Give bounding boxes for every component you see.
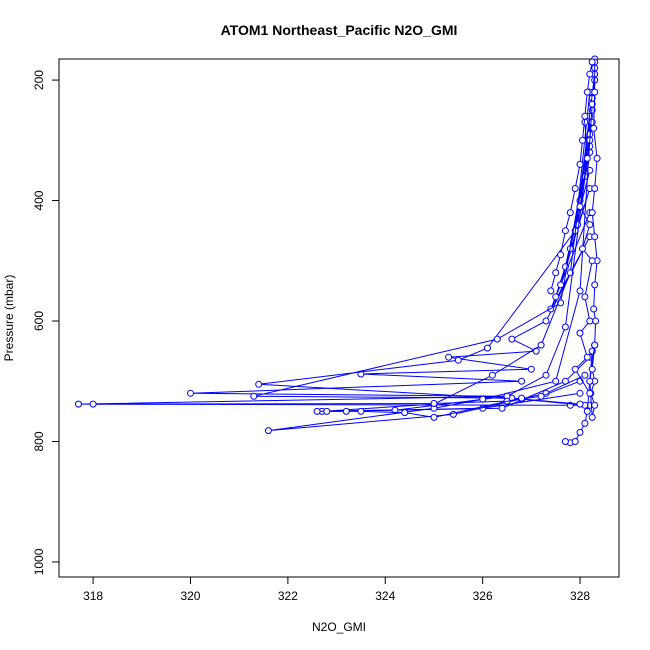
data-point bbox=[571, 365, 579, 373]
data-point bbox=[561, 323, 569, 331]
x-tick-label: 320 bbox=[180, 589, 200, 603]
data-point bbox=[264, 427, 272, 435]
x-tick-label: 328 bbox=[570, 589, 590, 603]
data-point bbox=[518, 394, 526, 402]
data-point bbox=[588, 413, 596, 421]
data-point bbox=[401, 409, 409, 417]
y-tick-label: 1000 bbox=[32, 548, 46, 575]
data-point bbox=[588, 58, 596, 66]
data-point bbox=[357, 407, 365, 415]
data-point bbox=[576, 400, 584, 408]
data-point bbox=[591, 341, 599, 349]
data-point bbox=[583, 154, 591, 162]
data-point bbox=[547, 287, 555, 295]
data-point bbox=[579, 136, 586, 144]
data-point bbox=[537, 341, 545, 349]
data-point bbox=[89, 400, 97, 408]
data-point bbox=[552, 269, 560, 277]
data-point bbox=[542, 317, 550, 325]
x-tick-label: 318 bbox=[83, 589, 103, 603]
x-axis: 318 320 322 324 326 328 bbox=[83, 576, 590, 603]
data-point bbox=[561, 438, 569, 445]
data-point bbox=[552, 293, 560, 301]
data-point bbox=[323, 407, 331, 415]
data-point bbox=[527, 365, 535, 373]
data-point bbox=[488, 371, 496, 379]
data-point bbox=[508, 335, 516, 343]
data-point bbox=[250, 392, 258, 400]
y-tick-label: 400 bbox=[32, 190, 46, 210]
data-point bbox=[571, 438, 579, 445]
data-point bbox=[586, 70, 594, 78]
data-point bbox=[445, 353, 453, 361]
y-tick-label: 600 bbox=[32, 311, 46, 331]
data-point bbox=[591, 185, 599, 192]
data-point bbox=[576, 329, 584, 337]
data-point bbox=[588, 257, 596, 265]
data-point bbox=[590, 305, 598, 313]
data-point bbox=[557, 281, 565, 289]
chart-title: ATOM1 Northeast_Pacific N2O_GMI bbox=[221, 22, 458, 38]
data-point bbox=[493, 335, 501, 343]
data-point bbox=[537, 392, 545, 400]
data-point bbox=[430, 400, 438, 407]
data-point bbox=[591, 233, 599, 241]
data-point bbox=[576, 203, 584, 211]
data-point bbox=[342, 407, 350, 415]
data-point bbox=[576, 160, 584, 168]
data-point bbox=[591, 401, 599, 409]
data-point bbox=[576, 428, 584, 436]
data-point bbox=[581, 112, 589, 120]
y-tick-label: 200 bbox=[32, 70, 46, 90]
data-point bbox=[591, 88, 599, 96]
data-point bbox=[552, 377, 560, 385]
data-point bbox=[581, 371, 589, 379]
data-point bbox=[579, 245, 586, 253]
data-point bbox=[313, 407, 321, 415]
data-point bbox=[187, 389, 194, 397]
data-point bbox=[586, 221, 594, 229]
data-point bbox=[581, 293, 589, 301]
data-point bbox=[75, 400, 82, 408]
x-tick-label: 322 bbox=[278, 589, 298, 603]
data-point bbox=[590, 124, 598, 132]
data-point bbox=[518, 377, 526, 385]
data-point bbox=[484, 344, 491, 352]
data-point bbox=[586, 389, 594, 397]
data-point bbox=[592, 317, 600, 325]
data-point bbox=[557, 251, 565, 259]
data-point bbox=[566, 209, 574, 217]
y-tick-label: 800 bbox=[32, 431, 46, 451]
data-point bbox=[255, 380, 263, 388]
data-point bbox=[542, 371, 550, 379]
data-point bbox=[581, 419, 589, 427]
data-point bbox=[586, 377, 594, 385]
data-point bbox=[586, 317, 594, 325]
data-point bbox=[583, 88, 591, 96]
data-point bbox=[498, 404, 506, 412]
data-point bbox=[588, 209, 596, 217]
data-point bbox=[593, 154, 601, 162]
data-point bbox=[583, 407, 591, 415]
data-point bbox=[591, 281, 599, 289]
plot-area bbox=[75, 55, 601, 447]
x-tick-label: 326 bbox=[473, 589, 493, 603]
y-axis-label: Pressure (mbar) bbox=[2, 275, 16, 362]
data-point bbox=[571, 185, 579, 192]
x-axis-label: N2O_GMI bbox=[312, 620, 366, 634]
y-axis: 200 400 600 800 1000 bbox=[32, 70, 60, 575]
data-point bbox=[588, 365, 596, 373]
data-point bbox=[583, 353, 591, 361]
data-point bbox=[454, 356, 462, 364]
data-point bbox=[588, 100, 596, 108]
data-point bbox=[576, 389, 584, 397]
data-point bbox=[430, 413, 438, 421]
data-point bbox=[576, 287, 584, 295]
data-point bbox=[561, 227, 569, 235]
x-tick-label: 324 bbox=[375, 589, 395, 603]
